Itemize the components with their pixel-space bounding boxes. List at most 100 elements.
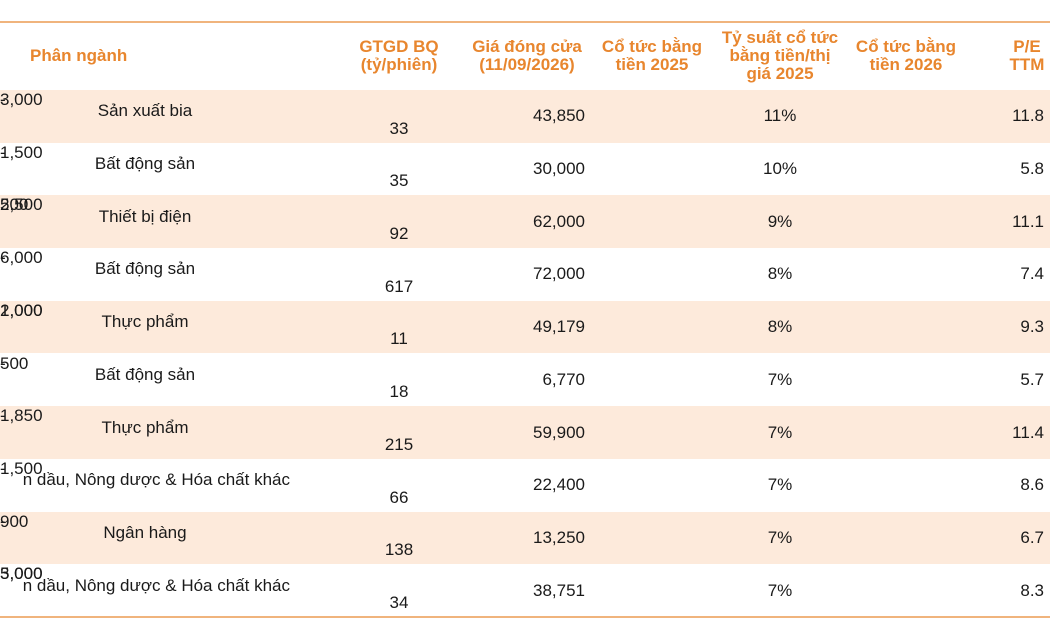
cell-div2025: 2,000 [0, 300, 43, 320]
cell-gtgd: 617 [384, 276, 414, 296]
table-row: n dầu, Nông dược & Hóa chất khác 66 22,400… [0, 459, 1050, 512]
cell-price: 13,250 [533, 527, 585, 547]
cell-price: 49,179 [533, 317, 585, 337]
cell-div2025: 6,000 [0, 248, 43, 268]
header-price: Giá đóng cửa (11/09/2026) [464, 22, 590, 90]
table-row: Bất động sản 617 72,000 6,000 8% - 7.4 [0, 248, 1050, 301]
cell-gtgd: 66 [389, 487, 409, 507]
cell-div2025: 500 [0, 353, 29, 373]
header-div2025-line2: tiền 2025 [615, 55, 689, 74]
header-sector-label: Phân ngành [30, 46, 128, 65]
header-div2025: Cổ tức bằng tiền 2025 [594, 22, 710, 90]
cell-div2025: 900 [0, 511, 29, 531]
cell-sector: Bất động sản [94, 259, 196, 279]
header-yield-line2: bằng tiền/thị [729, 46, 831, 65]
cell-div2026: 1,000 [0, 300, 43, 320]
header-yield: Tỷ suất cổ tức bằng tiền/thị giá 2025 [712, 22, 848, 90]
cell-pe: 11.8 [1012, 106, 1044, 126]
header-gtgd-line1: GTGD BQ [359, 37, 439, 56]
cell-yield: 11% [763, 106, 797, 126]
table-row: Bất động sản 18 6,770 500 7% - 5.7 [0, 354, 1050, 407]
cell-div2025: 2,500 [0, 195, 43, 215]
header-div2026-line2: tiền 2026 [869, 55, 943, 74]
cell-yield: 10% [762, 159, 798, 179]
header-yield-line1: Tỷ suất cổ tức [721, 28, 839, 47]
cell-price: 62,000 [533, 211, 585, 231]
cell-yield: 7% [767, 580, 793, 600]
header-gtgd: GTGD BQ (tỷ/phiên) [348, 22, 450, 90]
cell-price: 22,400 [533, 475, 585, 495]
cell-sector: Bất động sản [94, 364, 196, 384]
table-header: Phân ngành GTGD BQ (tỷ/phiên) Giá đóng cử… [0, 22, 1050, 90]
cell-pe: 8.3 [1020, 580, 1044, 600]
cell-pe: 5.8 [1020, 159, 1044, 179]
header-gtgd-line2: (tỷ/phiên) [360, 55, 438, 74]
header-div2026-line1: Cổ tức bằng [855, 37, 957, 56]
cell-pe: 6.7 [1020, 527, 1044, 547]
cell-sector: Thực phẩm [101, 417, 189, 437]
cell-div2025: 1,500 [0, 458, 43, 478]
cell-yield: 7% [767, 369, 793, 389]
table-row: Thực phẩm 11 49,179 2,000 8% 1,000 9.3 [0, 300, 1050, 354]
cell-sector: n dầu, Nông dược & Hóa chất khác [22, 575, 290, 595]
table-row: Ngân hàng 138 13,250 900 7% - 6.7 [0, 511, 1050, 565]
header-price-line1: Giá đóng cửa [472, 37, 582, 56]
cell-gtgd: 34 [389, 592, 409, 612]
cell-price: 6,770 [542, 369, 585, 389]
cell-pe: 11.1 [1012, 211, 1044, 231]
header-pe-line2: TTM [1009, 55, 1045, 74]
cell-div2026: - [0, 511, 6, 531]
cell-sector: Bất động sản [94, 154, 196, 174]
cell-sector: Sản xuất bia [97, 101, 193, 121]
header-sector: Phân ngành [30, 22, 230, 90]
cell-div2026: - [0, 458, 6, 478]
table-row: Thực phẩm 215 59,900 1,850 7% - 11.4 [0, 406, 1050, 459]
header-div2026: Cổ tức bằng tiền 2026 [848, 22, 964, 90]
cell-div2026: 500 [0, 195, 29, 215]
cell-pe: 11.4 [1012, 422, 1044, 442]
cell-sector: Thực phẩm [101, 312, 189, 332]
cell-sector: n dầu, Nông dược & Hóa chất khác [22, 470, 290, 490]
cell-pe: 8.6 [1020, 475, 1044, 495]
top-rule [0, 21, 1050, 23]
cell-yield: 8% [767, 264, 793, 284]
cell-price: 43,850 [533, 106, 585, 126]
cell-div2025: 5,000 [0, 564, 43, 584]
header-pe-line1: P/E [1013, 37, 1041, 56]
cell-pe: 9.3 [1020, 317, 1044, 337]
cell-div2025: 1,850 [0, 406, 43, 426]
cell-div2025: 1,500 [0, 142, 43, 162]
cell-div2026: - [0, 353, 6, 373]
cell-gtgd: 35 [389, 171, 409, 191]
cell-div2026: 3,000 [0, 564, 43, 584]
cell-gtgd: 11 [390, 329, 408, 349]
cell-yield: 7% [767, 527, 793, 547]
header-pe: P/E TTM [1004, 22, 1050, 90]
cell-price: 72,000 [533, 264, 585, 284]
cell-pe: 5.7 [1020, 369, 1044, 389]
table-row: Sản xuất bia 33 43,850 3,000 11% - 11.8 [0, 90, 1050, 143]
cell-sector: Thiết bị điện [98, 206, 192, 226]
cell-div2026: - [0, 406, 6, 426]
cell-pe: 7.4 [1020, 264, 1044, 284]
cell-yield: 7% [767, 422, 793, 442]
cell-div2026: - [0, 90, 6, 109]
cell-div2025: 3,000 [0, 90, 43, 109]
cell-div2026: - [0, 248, 6, 268]
table-row: Thiết bị điện 92 62,000 2,500 9% 500 11.1 [0, 195, 1050, 249]
header-price-line2: (11/09/2026) [479, 55, 575, 74]
cell-price: 38,751 [533, 580, 585, 600]
cell-gtgd: 215 [384, 434, 414, 454]
table-row: n dầu, Nông dược & Hóa chất khác 34 38,751… [0, 564, 1050, 617]
cell-gtgd: 18 [389, 382, 409, 402]
table-row: Bất động sản 35 30,000 1,500 10% - 5.8 [0, 143, 1050, 196]
cell-yield: 9% [767, 211, 793, 231]
cell-yield: 8% [767, 317, 793, 337]
cell-gtgd: 33 [389, 118, 409, 138]
bottom-rule [0, 616, 1050, 618]
header-yield-line3: giá 2025 [746, 64, 814, 83]
header-div2025-line1: Cổ tức bằng [601, 37, 703, 56]
cell-price: 30,000 [533, 159, 585, 179]
cell-gtgd: 92 [389, 224, 409, 244]
cell-sector: Ngân hàng [103, 522, 187, 542]
